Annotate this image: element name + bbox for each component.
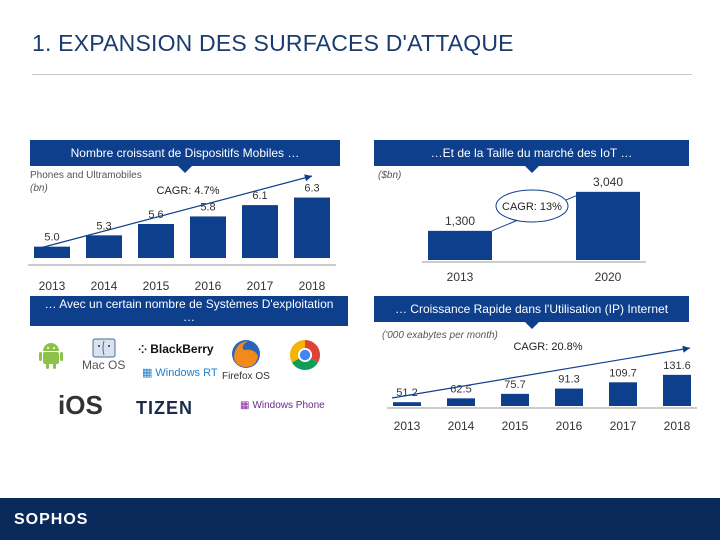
mobile-bar	[242, 205, 278, 258]
iot-bar	[428, 230, 492, 260]
ip-trend-arrow	[391, 345, 691, 399]
ip-cagr-annotation: CAGR: 20.8%	[513, 341, 582, 353]
banner-operating-systems: … Avec un certain nombre de Systèmes D'e…	[30, 296, 348, 326]
mobile-ylabel: (bn)	[30, 183, 48, 194]
ip-data-label: 75.7	[504, 379, 525, 391]
firefox-os-logo: Firefox OS	[222, 338, 270, 382]
blackberry-logo: ⁘ BlackBerry	[138, 342, 214, 356]
mobile-bar	[138, 224, 174, 258]
windows-icon: ▦	[142, 367, 153, 379]
android-logo	[38, 340, 64, 370]
firefox-icon	[231, 340, 260, 368]
banner-mobile-devices: Nombre croissant de Dispositifs Mobiles …	[30, 140, 340, 173]
ip-bar	[501, 393, 529, 406]
ip-bar	[663, 374, 691, 406]
tizen-label: TIZEN	[136, 398, 193, 418]
windows-rt-logo: ▦ Windows RT	[142, 366, 218, 380]
mobile-bar	[86, 235, 122, 258]
ip-tick-label: 2015	[502, 419, 529, 433]
footer-bar: SOPHOS	[0, 498, 720, 540]
iot-cagr-annotation: CAGR: 13%	[502, 201, 562, 213]
ip-data-label: 109.7	[609, 367, 637, 379]
macos-label: Mac OS	[82, 358, 126, 372]
windows-phone-icon: ▦	[240, 400, 250, 411]
banner-iot-market: …Et de la Taille du marché des IoT …	[374, 140, 689, 173]
title-divider	[32, 74, 692, 75]
chrome-logo	[288, 338, 322, 372]
blackberry-icon: ⁘	[138, 343, 148, 356]
mobile-data-label: 5.0	[44, 232, 59, 244]
ios-label: iOS	[58, 390, 103, 420]
ip-ylabel: ('000 exabytes per month)	[382, 330, 498, 341]
page-title: 1. EXPANSION DES SURFACES D'ATTAQUE	[32, 30, 514, 56]
mobile-tick-label: 2017	[247, 279, 274, 293]
os-logo-grid: Mac OS ⁘ BlackBerry ▦ Windows RT Firefox…	[30, 336, 350, 426]
mobile-tick-label: 2015	[143, 279, 170, 293]
windows-rt-label: Windows RT	[155, 366, 218, 379]
ip-bar	[609, 382, 637, 406]
ip-bar	[447, 398, 475, 406]
mobile-data-label: 5.3	[96, 220, 111, 232]
ip-bar	[555, 388, 583, 406]
tizen-logo: TIZEN	[136, 398, 193, 419]
ip-data-label: 131.6	[663, 360, 691, 372]
mac-face-icon	[92, 338, 116, 358]
windows-phone-logo: ▦ Windows Phone	[240, 400, 325, 411]
iot-data-label: 3,040	[593, 175, 623, 189]
ip-bar	[393, 402, 421, 406]
mobile-data-label: 6.3	[304, 183, 319, 195]
mobile-bar	[294, 197, 330, 258]
ip-data-label: 51.2	[396, 387, 417, 399]
ip-data-label: 62.5	[450, 383, 471, 395]
ip-tick-label: 2017	[610, 419, 637, 433]
iot-bar	[576, 191, 640, 260]
chrome-icon	[289, 340, 321, 371]
blackberry-label: BlackBerry	[150, 342, 214, 356]
mobile-bar	[190, 216, 226, 258]
windows-phone-label: Windows Phone	[252, 400, 325, 411]
mobile-tick-label: 2018	[299, 279, 326, 293]
mobile-tick-label: 2016	[195, 279, 222, 293]
macos-logo: Mac OS	[82, 338, 125, 372]
ip-tick-label: 2016	[556, 419, 583, 433]
ip-tick-label: 2014	[448, 419, 475, 433]
mobile-tick-label: 2013	[39, 279, 66, 293]
mobile-tick-label: 2014	[91, 279, 118, 293]
firefox-os-label: Firefox OS	[222, 371, 270, 382]
iot-tick-label: 2013	[447, 270, 474, 284]
ip-tick-label: 2013	[394, 419, 421, 433]
mobile-trend-arrow	[39, 174, 313, 249]
iot-tick-label: 2020	[595, 270, 622, 284]
iot-ylabel: ($bn)	[378, 170, 401, 181]
mobile-bar	[34, 246, 70, 258]
iot-annotation-bubble	[495, 189, 569, 223]
ios-logo: iOS	[58, 390, 103, 421]
sophos-logo: SOPHOS	[14, 511, 89, 528]
android-icon	[39, 343, 63, 369]
ip-tick-label: 2018	[664, 419, 691, 433]
mobile-chart-title: Phones and Ultramobiles	[30, 170, 142, 181]
ip-data-label: 91.3	[558, 374, 579, 386]
mobile-data-label: 6.1	[252, 190, 267, 202]
mobile-cagr-annotation: CAGR: 4.7%	[157, 185, 220, 197]
banner-internet-growth: … Croissance Rapide dans l'Utilisation (…	[374, 296, 689, 329]
iot-data-label: 1,300	[445, 214, 475, 228]
